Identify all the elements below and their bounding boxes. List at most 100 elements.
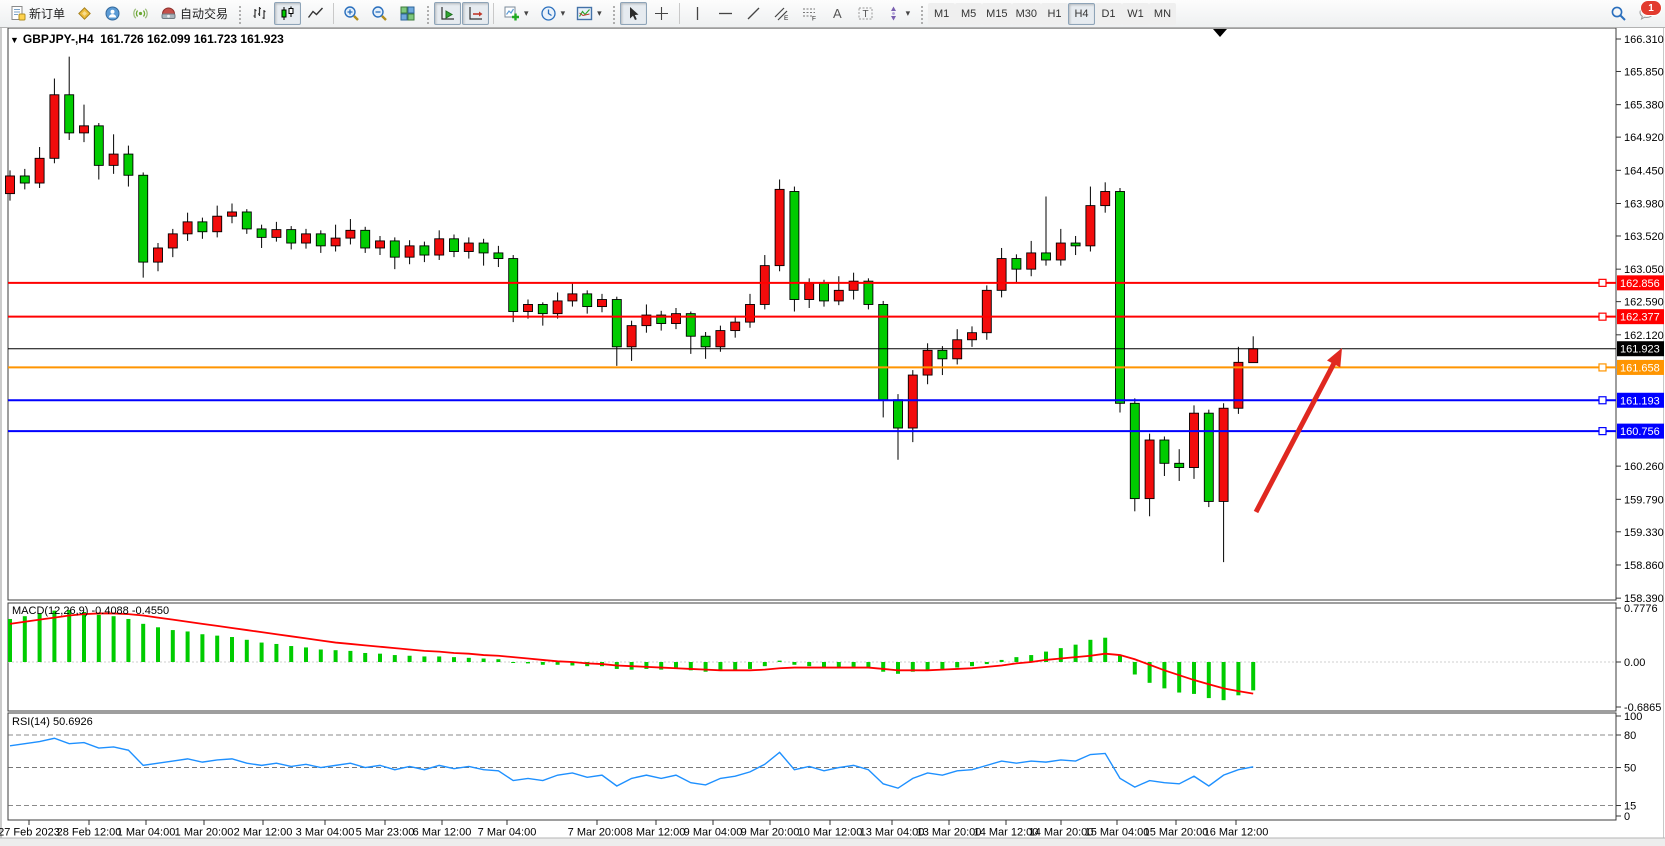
macd-bar — [348, 650, 353, 662]
macd-bar — [363, 652, 368, 662]
templates-icon — [576, 5, 593, 22]
signals-button[interactable] — [127, 2, 154, 25]
arrows-icon — [885, 5, 902, 22]
candles-layer — [5, 56, 1259, 563]
price-axis[interactable]: 166.310 165.850 165.380 164.920 164.450 163.9… — [1616, 34, 1664, 605]
timeframe-button-W1[interactable]: W1 — [1121, 2, 1149, 25]
price-tick-label: 165.380 — [1624, 100, 1664, 112]
candle-body — [434, 238, 445, 256]
market-button[interactable] — [71, 2, 98, 25]
auto-scroll-button[interactable] — [434, 2, 462, 25]
time-marker-icon[interactable] — [1213, 29, 1227, 37]
text-tool-button[interactable]: A — [824, 2, 851, 25]
zoom-out-button[interactable] — [366, 2, 393, 25]
macd-bar — [555, 662, 560, 665]
new-chart-icon — [503, 5, 520, 22]
candle-body — [937, 349, 948, 360]
candle-body — [1144, 439, 1155, 500]
candle-body — [79, 125, 89, 134]
timeframe-button-H4[interactable]: H4 — [1067, 2, 1095, 25]
arrows-tool-button[interactable]: ▾ — [880, 2, 916, 25]
rsi-line — [9, 737, 1254, 789]
candle-body — [478, 242, 489, 254]
time-tick-label: 14 Mar 20:00 — [1029, 827, 1094, 839]
candle-body — [360, 229, 371, 249]
bar-chart-icon — [251, 5, 268, 22]
signals-icon — [132, 5, 149, 22]
bar-chart-button[interactable] — [246, 2, 273, 25]
vertical-line-tool-button[interactable] — [684, 2, 711, 25]
macd-bar — [170, 630, 175, 662]
macd-bar — [82, 612, 86, 662]
time-tick-label: 28 Feb 12:00 — [57, 827, 122, 839]
candle-body — [967, 332, 977, 341]
chart-menu-icon[interactable]: ▼ — [10, 35, 19, 45]
toolbar-right: 1 — [1605, 0, 1662, 25]
timeframe-button-M1[interactable]: M1 — [928, 2, 956, 25]
cursor-tool-button[interactable] — [619, 2, 647, 25]
candlestick-button[interactable] — [274, 2, 302, 25]
rsi-tick-label: 0 — [1624, 811, 1630, 823]
macd-bar — [141, 623, 146, 662]
candle-body — [1203, 412, 1214, 502]
macd-main-value: -0.4088 — [91, 605, 129, 617]
toolbar-drag-handle[interactable] — [610, 3, 616, 24]
timeframe-button-H1[interactable]: H1 — [1040, 2, 1068, 25]
chat-button[interactable]: 1 — [1638, 0, 1662, 22]
macd-bar — [1088, 639, 1093, 662]
candle-body — [1055, 242, 1066, 261]
candle-body — [93, 125, 104, 166]
macd-name: MACD(12,26,9) — [12, 605, 89, 617]
equidistant-channel-tool-button[interactable]: E — [768, 2, 795, 25]
templates-button[interactable]: ▾ — [571, 2, 607, 25]
tile-windows-button[interactable] — [394, 2, 421, 25]
periods-button[interactable]: ▾ — [535, 2, 571, 25]
timeframe-button-MN[interactable]: MN — [1148, 2, 1176, 25]
line-handle — [1598, 312, 1607, 321]
search-icon — [1610, 5, 1627, 22]
community-button[interactable] — [99, 2, 126, 25]
tile-windows-icon — [399, 5, 416, 22]
market-icon — [76, 5, 93, 22]
zoom-in-button[interactable] — [338, 2, 365, 25]
timeframe-button-D1[interactable]: D1 — [1094, 2, 1122, 25]
new-chart-button[interactable]: ▾ — [498, 2, 534, 25]
text-label-tool-button[interactable]: T — [852, 2, 879, 25]
search-button[interactable] — [1605, 2, 1632, 25]
rsi-value: 50.6926 — [52, 716, 93, 728]
macd-bar — [1029, 655, 1034, 662]
toolbar-drag-handle[interactable] — [919, 3, 925, 24]
fibonacci-tool-button[interactable]: F — [796, 2, 823, 25]
time-tick-label: 7 Mar 20:00 — [568, 827, 627, 839]
rsi-tick-label: 15 — [1624, 801, 1636, 813]
arrow-object[interactable] — [1253, 348, 1342, 514]
candle-body — [671, 313, 681, 324]
line-chart-button[interactable] — [302, 2, 329, 25]
timeframe-button-M30[interactable]: M30 — [1011, 2, 1041, 25]
toolbar-drag-handle[interactable] — [425, 3, 431, 24]
time-tick-label: 13 Mar 20:00 — [917, 827, 982, 839]
trendline-tool-button[interactable] — [740, 2, 767, 25]
macd-bar — [984, 662, 989, 665]
price-label-box — [1617, 275, 1664, 291]
macd-bar — [1221, 662, 1226, 701]
chart-shift-button[interactable] — [462, 2, 490, 25]
timeframe-button-M15[interactable]: M15 — [982, 2, 1012, 25]
chart-shift-icon — [467, 5, 484, 22]
hline-objects[interactable]: 162.856 162.377 161.923 161.658 161.193 160.7… — [8, 275, 1664, 439]
toolbar-drag-handle[interactable] — [237, 3, 243, 24]
macd-bar — [688, 662, 693, 671]
macd-bar — [866, 662, 871, 668]
macd-indicator-label: MACD(12,26,9) -0.4088 -0.4550 — [12, 605, 169, 617]
new-order-label: 新订单 — [29, 7, 66, 21]
horizontal-line-tool-button[interactable] — [712, 2, 739, 25]
candle-body — [833, 289, 844, 302]
candle-body — [523, 304, 533, 312]
macd-bar — [8, 618, 12, 662]
crosshair-tool-button[interactable] — [648, 2, 675, 25]
timeframe-button-M5[interactable]: M5 — [955, 2, 983, 25]
autotrade-button[interactable]: 自动交易 — [155, 2, 233, 25]
new-order-button[interactable]: 新订单 — [4, 2, 70, 25]
